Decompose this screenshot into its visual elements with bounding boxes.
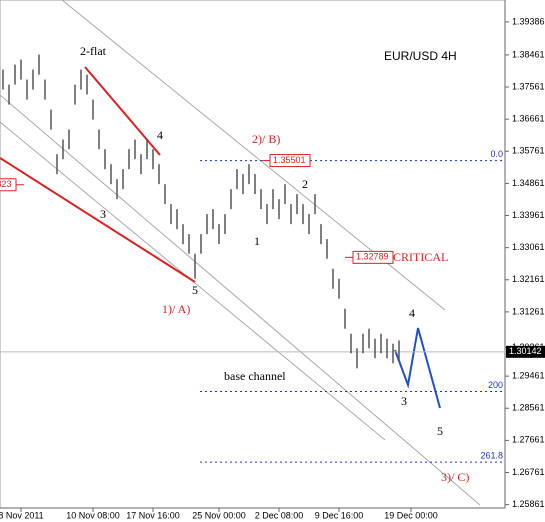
y-tick-label: 1.39386 — [512, 16, 545, 26]
y-tick-label: 1.36661 — [512, 114, 545, 124]
y-tick-label: 1.37561 — [512, 81, 545, 91]
y-tick-label: 1.26761 — [512, 467, 545, 477]
annotation: CRITICAL — [393, 250, 448, 264]
y-tick-label: 1.27661 — [512, 435, 545, 445]
annotation: 4 — [157, 128, 163, 142]
y-tick-label: 1.35761 — [512, 146, 545, 156]
forecast-path — [394, 327, 441, 409]
price-label: 1.32789 — [356, 252, 389, 262]
last-price-box — [506, 345, 545, 358]
y-tick-label: 1.32161 — [512, 274, 545, 284]
annotation: 1)/ A) — [162, 302, 190, 316]
y-tick-label: 1.34861 — [512, 178, 545, 188]
y-tick-label: 1.31261 — [512, 306, 545, 316]
annotation: 3 — [100, 207, 106, 221]
annotation: base channel — [224, 369, 286, 383]
y-tick-label: 1.25861 — [512, 499, 545, 509]
y-tick-label: 1.29461 — [512, 371, 545, 381]
annotation: 2 — [302, 177, 308, 191]
y-tick-label: 1.28561 — [512, 403, 545, 413]
annotation: 2)/ B) — [252, 132, 280, 146]
annotation: 4 — [409, 306, 415, 320]
channel-line — [0, 94, 481, 506]
wave-line — [0, 157, 196, 283]
annotation: 3)/ C) — [441, 470, 469, 484]
y-tick-label: 1.33061 — [512, 242, 545, 252]
x-tick-label: 2 Dec 08:00 — [255, 510, 304, 520]
chart-title: EUR/USD 4H — [384, 49, 457, 63]
y-tick-label: 1.33961 — [512, 210, 545, 220]
last-price-label: 1.30142 — [509, 346, 542, 356]
x-tick-label: 25 Nov 00:00 — [192, 510, 246, 520]
x-tick-label: 10 Nov 08:00 — [66, 510, 120, 520]
level-label: 0.0 — [490, 149, 503, 159]
annotation: 1 — [254, 234, 260, 248]
annotation: 2-flat — [80, 44, 107, 58]
annotation: 5 — [192, 283, 198, 297]
x-tick-label: 19 Dec 00:00 — [384, 510, 438, 520]
x-tick-label: 9 Dec 16:00 — [315, 510, 364, 520]
y-tick-label: 1.38461 — [512, 49, 545, 59]
plot-area — [0, 0, 506, 509]
level-label: 200 — [488, 380, 503, 390]
annotation: 3 — [401, 394, 407, 408]
x-tick-label: 17 Nov 16:00 — [126, 510, 180, 520]
level-label: 261.8 — [480, 451, 503, 461]
price-label: 1.34823 — [0, 179, 12, 189]
x-tick-label: 8 Nov 2011 — [0, 510, 44, 520]
price-label: 1.35501 — [273, 155, 306, 165]
annotation: 5 — [437, 424, 443, 438]
